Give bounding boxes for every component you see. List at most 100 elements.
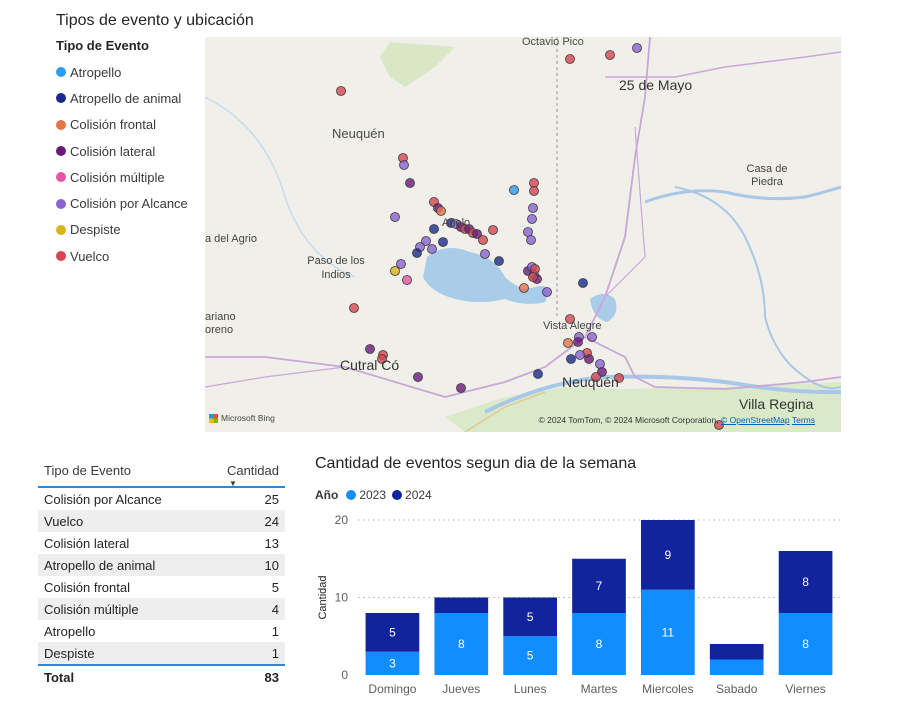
map-point[interactable] — [390, 212, 400, 222]
map-point[interactable] — [519, 283, 529, 293]
y-tick-label: 10 — [335, 591, 349, 605]
map-point[interactable] — [533, 369, 543, 379]
map-point[interactable] — [349, 303, 359, 313]
table-row[interactable]: Atropello de animal 10 — [38, 554, 285, 576]
legend-item[interactable]: Despiste — [56, 217, 206, 243]
map-point[interactable] — [478, 235, 488, 245]
map-point[interactable] — [563, 338, 573, 348]
map-point[interactable] — [530, 264, 540, 274]
legend-item[interactable]: Atropello de animal — [56, 85, 206, 111]
map-point[interactable] — [399, 160, 409, 170]
x-tick-label: Jueves — [442, 682, 480, 696]
bar-segment[interactable] — [641, 589, 695, 675]
map-point[interactable] — [578, 278, 588, 288]
map-point[interactable] — [526, 235, 536, 245]
legend-item[interactable]: Colisión múltiple — [56, 164, 206, 190]
map-point[interactable] — [575, 350, 585, 360]
map-point[interactable] — [573, 337, 583, 347]
map-point[interactable] — [605, 50, 615, 60]
bar-segment[interactable] — [503, 636, 557, 675]
map-point[interactable] — [591, 372, 601, 382]
map-point[interactable] — [396, 259, 406, 269]
map-point[interactable] — [402, 275, 412, 285]
map-point[interactable] — [412, 248, 422, 258]
legend-item[interactable]: Colisión por Alcance — [56, 190, 206, 216]
map-point[interactable] — [566, 354, 576, 364]
map-point[interactable] — [542, 287, 552, 297]
map-point[interactable] — [587, 332, 597, 342]
column-header-tipo[interactable]: Tipo de Evento — [44, 463, 131, 478]
map-point[interactable] — [528, 203, 538, 213]
map-point[interactable] — [614, 373, 624, 383]
map-point[interactable] — [438, 237, 448, 247]
bar-segment[interactable] — [778, 551, 833, 613]
bar-segment[interactable] — [365, 651, 420, 675]
bar-segment[interactable] — [365, 613, 420, 652]
label-neuquen-province: Neuquén — [332, 126, 385, 141]
map-point[interactable] — [429, 224, 439, 234]
map-point[interactable] — [436, 206, 446, 216]
bar-segment[interactable] — [503, 597, 557, 637]
map-point[interactable] — [472, 229, 482, 239]
map-point[interactable] — [488, 225, 498, 235]
table-row[interactable]: Colisión lateral 13 — [38, 532, 285, 554]
cell-cantidad: 10 — [264, 557, 279, 573]
column-header-cantidad[interactable]: Cantidad ▼ — [227, 463, 285, 488]
road — [464, 391, 546, 432]
table-row[interactable]: Colisión frontal 5 — [38, 576, 285, 598]
map-point[interactable] — [509, 185, 519, 195]
openstreetmap-link[interactable]: © OpenStreetMap — [721, 415, 790, 425]
road — [605, 51, 841, 78]
map-point[interactable] — [390, 266, 400, 276]
table-row[interactable]: Despiste 1 — [38, 642, 285, 664]
map-point[interactable] — [336, 86, 346, 96]
map-point[interactable] — [565, 314, 575, 324]
map-point[interactable] — [480, 249, 490, 259]
map-point[interactable] — [595, 359, 605, 369]
map-point[interactable] — [365, 344, 375, 354]
table-row[interactable]: Colisión múltiple 4 — [38, 598, 285, 620]
map-canvas[interactable]: Octavio Pico 25 de Mayo Neuquén Casa de … — [205, 37, 841, 432]
legend-item[interactable]: Atropello — [56, 59, 206, 85]
bar-segment[interactable] — [572, 613, 626, 675]
bar-segment[interactable] — [709, 644, 764, 660]
bar-segment[interactable] — [709, 659, 764, 676]
map-point[interactable] — [584, 354, 594, 364]
map-point[interactable] — [405, 178, 415, 188]
table-row[interactable]: Atropello 1 — [38, 620, 285, 642]
bar-segment[interactable] — [434, 613, 489, 675]
bar-segment[interactable] — [778, 613, 833, 675]
map-point[interactable] — [565, 54, 575, 64]
map-point[interactable] — [528, 272, 538, 282]
y-tick-label: 0 — [341, 668, 348, 682]
map-point[interactable] — [413, 372, 423, 382]
cell-cantidad: 24 — [264, 513, 279, 529]
bar-legend-item[interactable]: 2024 — [392, 488, 432, 502]
label-villa-regina: Villa Regina — [739, 396, 814, 412]
table-row[interactable]: Colisión por Alcance 25 — [38, 488, 285, 510]
map-point[interactable] — [527, 214, 537, 224]
legend-item[interactable]: Colisión frontal — [56, 112, 206, 138]
map-point[interactable] — [529, 186, 539, 196]
map-point[interactable] — [421, 236, 431, 246]
map-point[interactable] — [494, 256, 504, 266]
bar-legend-item[interactable]: 2023 — [346, 488, 386, 502]
table-total-row: Total 83 — [38, 664, 285, 688]
total-value: 83 — [264, 669, 279, 685]
table-row[interactable]: Vuelco 24 — [38, 510, 285, 532]
road — [584, 336, 841, 390]
legend-dot-icon — [56, 93, 66, 104]
bar-segment[interactable] — [434, 597, 489, 614]
legend-item[interactable]: Colisión lateral — [56, 138, 206, 164]
terms-link[interactable]: Terms — [791, 415, 815, 425]
data-label: 5 — [527, 649, 534, 663]
map-point[interactable] — [456, 383, 466, 393]
bar-segment[interactable] — [572, 558, 626, 613]
map-point[interactable] — [632, 43, 642, 53]
sort-descending-icon: ▼ — [228, 479, 237, 488]
bar-segment[interactable] — [641, 520, 695, 590]
legend-item[interactable]: Vuelco — [56, 243, 206, 269]
map-point[interactable] — [427, 244, 437, 254]
map-point[interactable] — [377, 354, 387, 364]
map-point[interactable] — [714, 420, 724, 430]
